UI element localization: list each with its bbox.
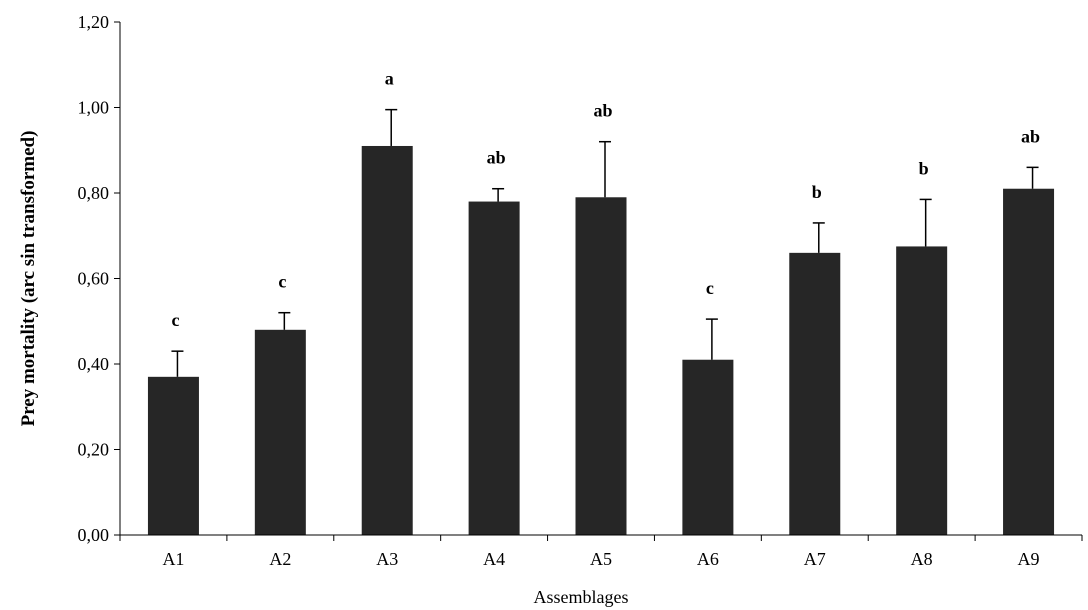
y-tick-label: 0,00 — [78, 525, 110, 545]
significance-label: c — [706, 278, 714, 298]
significance-label: b — [919, 158, 929, 178]
significance-labels: c c a ab ab c b b ab — [171, 69, 1040, 331]
x-tick-label: A3 — [376, 549, 398, 569]
bar-a8 — [896, 246, 948, 535]
bar-a7 — [789, 252, 841, 535]
y-axis-title: Prey mortality (arc sin transformed) — [18, 131, 39, 427]
bar-a4 — [468, 201, 520, 536]
bar-a2 — [254, 329, 306, 535]
significance-label: b — [812, 182, 822, 202]
significance-label: ab — [593, 101, 612, 121]
y-tick-label: 0,20 — [78, 440, 110, 460]
x-tick-label: A6 — [697, 549, 719, 569]
y-tick-label: 0,80 — [78, 183, 110, 203]
x-axis-ticks: A1 A2 A3 A4 A5 A6 A7 A8 A9 — [119, 535, 1083, 569]
x-tick-label: A9 — [1018, 549, 1040, 569]
x-tick-label: A2 — [269, 549, 291, 569]
y-tick-label: 0,60 — [78, 269, 110, 289]
y-tick-label: 1,20 — [78, 12, 110, 32]
error-bars — [171, 108, 1039, 377]
x-tick-label: A8 — [911, 549, 933, 569]
x-tick-label: A7 — [804, 549, 826, 569]
bar-a3 — [361, 145, 413, 535]
significance-label: c — [278, 272, 286, 292]
significance-label: ab — [1021, 126, 1040, 146]
bar-a9 — [1003, 188, 1055, 535]
significance-label: ab — [487, 148, 506, 168]
bar-a1 — [147, 376, 199, 535]
y-tick-label: 1,00 — [78, 98, 110, 118]
significance-label: c — [171, 310, 179, 330]
y-tick-label: 0,40 — [78, 354, 110, 374]
x-tick-label: A5 — [590, 549, 612, 569]
y-axis-ticks: 0,00 0,20 0,40 0,60 0,80 1,00 1,20 — [78, 12, 120, 545]
bar-a5 — [575, 197, 627, 535]
x-tick-label: A4 — [483, 549, 505, 569]
bar-a6 — [682, 359, 734, 535]
bars — [147, 145, 1055, 536]
x-tick-label: A1 — [162, 549, 184, 569]
x-axis-title: Assemblages — [534, 587, 629, 607]
significance-label: a — [385, 69, 394, 89]
